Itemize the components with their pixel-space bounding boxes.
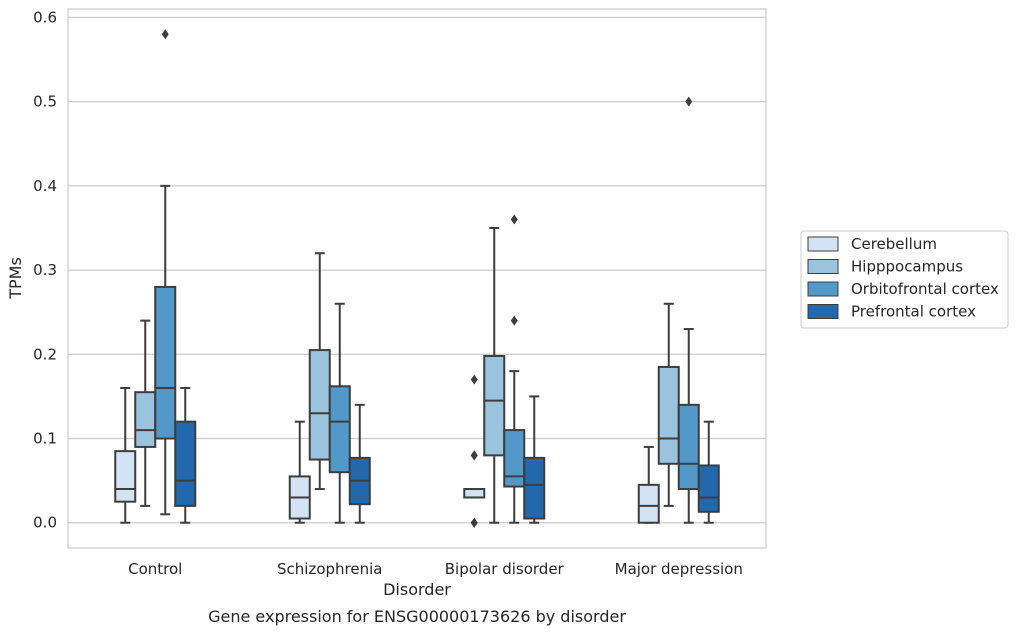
outlier-point xyxy=(510,214,518,225)
y-tick-label: 0.2 xyxy=(33,345,57,363)
legend-label: Hipppocampus xyxy=(851,258,963,276)
outlier-point xyxy=(510,315,518,326)
y-tick-label: 0.5 xyxy=(33,93,57,111)
x-tick-label: Major depression xyxy=(615,560,743,578)
y-tick-label: 0.3 xyxy=(33,261,57,279)
box xyxy=(503,429,526,488)
y-tick-label: 0.4 xyxy=(33,177,57,195)
y-tick-label: 0.6 xyxy=(33,8,57,26)
box-group xyxy=(154,29,177,516)
legend-label: Cerebellum xyxy=(851,235,937,253)
box-group xyxy=(348,403,371,524)
legend-label: Orbitofrontal cortex xyxy=(851,280,999,298)
x-tick-label: Bipolar disorder xyxy=(445,560,565,578)
box-group xyxy=(677,96,700,524)
box-group xyxy=(637,445,660,524)
box-group xyxy=(328,302,351,524)
x-axis-label: Disorder xyxy=(383,580,451,599)
box-group xyxy=(463,374,486,528)
outlier-point xyxy=(685,96,693,107)
x-tick-labels: Control Schizophrenia Bipolar disorder Majo… xyxy=(128,560,743,578)
box xyxy=(483,354,506,457)
box xyxy=(697,464,720,513)
box xyxy=(328,385,351,474)
outlier-point xyxy=(470,374,478,385)
boxes xyxy=(114,29,720,528)
y-tick-label: 0.1 xyxy=(33,430,57,448)
box xyxy=(637,483,660,524)
outlier-point xyxy=(161,29,169,40)
legend-swatch xyxy=(807,236,839,252)
legend-swatch xyxy=(807,281,839,297)
outlier-point xyxy=(470,450,478,461)
plot-frame xyxy=(67,8,767,549)
box-group xyxy=(114,386,137,524)
legend-label: Prefrontal cortex xyxy=(851,303,976,321)
legend: Cerebellum Hipppocampus Orbitofrontal cort… xyxy=(800,230,1009,329)
box-group xyxy=(697,420,720,524)
box xyxy=(154,285,177,440)
y-tick-labels: 0.0 0.1 0.2 0.3 0.4 0.5 0.6 xyxy=(33,8,57,531)
box xyxy=(174,420,197,507)
box xyxy=(463,488,486,499)
legend-swatch xyxy=(807,304,839,319)
y-axis-label: TPMs xyxy=(6,257,25,300)
box-group xyxy=(174,386,197,524)
box xyxy=(523,456,546,520)
box xyxy=(114,450,137,503)
legend-swatch xyxy=(807,259,839,274)
box-group xyxy=(288,420,311,524)
box-group xyxy=(483,226,506,524)
box xyxy=(134,391,157,448)
box xyxy=(657,365,680,465)
legend-frame xyxy=(800,230,1009,329)
outlier-point xyxy=(470,517,478,528)
box xyxy=(677,403,700,491)
chart-caption: Gene expression for ENSG00000173626 by d… xyxy=(208,607,626,626)
box-group xyxy=(134,319,157,507)
box-group xyxy=(523,395,546,524)
y-tick-label: 0.0 xyxy=(33,514,57,532)
box xyxy=(308,349,331,461)
box-group xyxy=(308,252,331,491)
x-tick-label: Control xyxy=(128,560,182,578)
x-tick-label: Schizophrenia xyxy=(277,560,382,578)
